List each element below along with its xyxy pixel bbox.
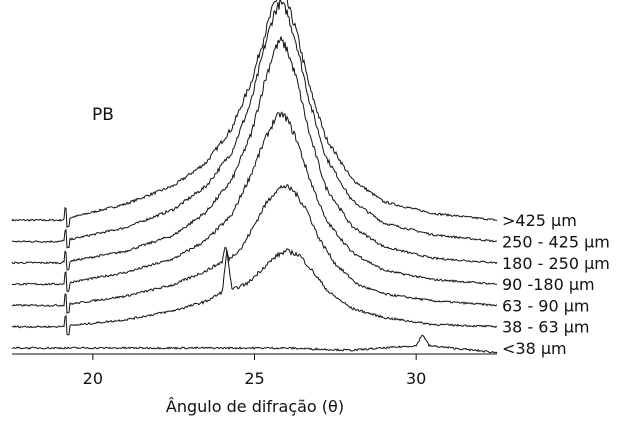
series-label: <38 µm xyxy=(502,339,567,358)
trace-line xyxy=(11,36,498,271)
trace-line xyxy=(11,247,498,336)
series-label: >425 µm xyxy=(502,211,577,230)
trace-line xyxy=(11,0,498,229)
series-labels-group: >425 µm 250 - 425 µm 180 - 250 µm 90 -180 µ… xyxy=(502,211,610,358)
trace-line xyxy=(12,184,498,314)
x-axis-label: Ângulo de difração (θ) xyxy=(166,397,344,416)
trace-line xyxy=(11,334,498,354)
x-tick-label: 20 xyxy=(83,369,103,388)
x-tick-label: 25 xyxy=(244,369,264,388)
x-ticks-group: 20 25 30 xyxy=(83,354,426,388)
series-label: 63 - 90 µm xyxy=(502,296,590,315)
sample-annotation: PB xyxy=(92,105,114,125)
traces-group xyxy=(11,0,498,354)
series-label: 38 - 63 µm xyxy=(502,318,590,337)
x-tick-label: 30 xyxy=(406,369,426,388)
series-label: 250 - 425 µm xyxy=(502,233,610,252)
trace-line xyxy=(12,111,498,293)
series-label: 90 -180 µm xyxy=(502,275,595,294)
series-label: 180 - 250 µm xyxy=(502,254,610,273)
trace-line xyxy=(11,0,498,249)
